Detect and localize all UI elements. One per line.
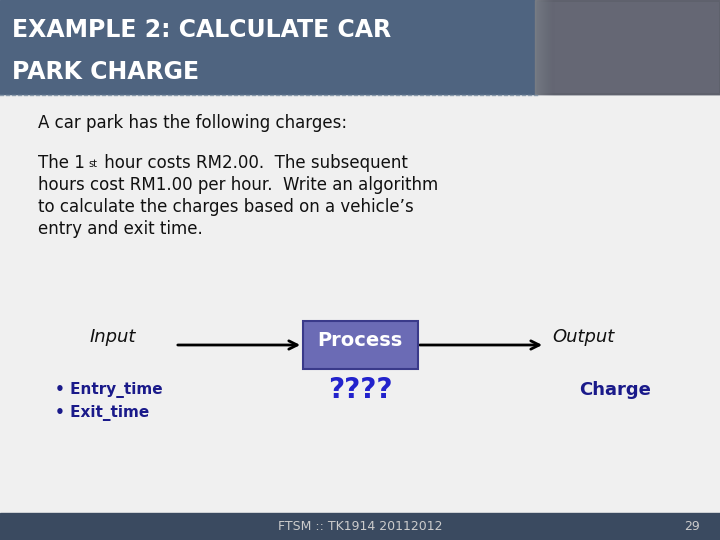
Bar (303, 321, 418, 369)
Bar (0, 0, 720, 94)
Text: • Exit_time: • Exit_time (55, 405, 149, 421)
Bar (535, 0, 720, 94)
Text: A car park has the following charges:: A car park has the following charges: (38, 114, 347, 132)
Bar (541, 0, 720, 94)
Text: PARK CHARGE: PARK CHARGE (12, 60, 199, 84)
Text: ????: ???? (328, 376, 392, 404)
Bar (543, 0, 720, 94)
Bar (535, 0, 720, 94)
Bar (537, 0, 720, 94)
Text: The 1: The 1 (38, 154, 85, 172)
Bar (539, 0, 720, 94)
Text: EXAMPLE 2: CALCULATE CAR: EXAMPLE 2: CALCULATE CAR (12, 18, 391, 42)
Text: 29: 29 (684, 520, 700, 533)
Text: • Entry_time: • Entry_time (55, 382, 163, 398)
Text: hour costs RM2.00.  The subsequent: hour costs RM2.00. The subsequent (99, 154, 408, 172)
Text: Process: Process (318, 332, 402, 350)
Bar (553, 0, 720, 94)
Text: Charge: Charge (579, 381, 651, 399)
Bar (0, 513, 720, 540)
Text: Input: Input (90, 328, 136, 346)
Bar (545, 0, 720, 94)
Text: Output: Output (552, 328, 614, 346)
Text: st: st (88, 159, 97, 169)
Bar (549, 0, 720, 94)
Text: to calculate the charges based on a vehicle’s: to calculate the charges based on a vehi… (38, 198, 414, 216)
Text: FTSM :: TK1914 20112012: FTSM :: TK1914 20112012 (278, 520, 442, 533)
Text: entry and exit time.: entry and exit time. (38, 220, 203, 238)
Bar (547, 0, 720, 94)
Text: hours cost RM1.00 per hour.  Write an algorithm: hours cost RM1.00 per hour. Write an alg… (38, 176, 438, 194)
Bar (551, 0, 720, 94)
